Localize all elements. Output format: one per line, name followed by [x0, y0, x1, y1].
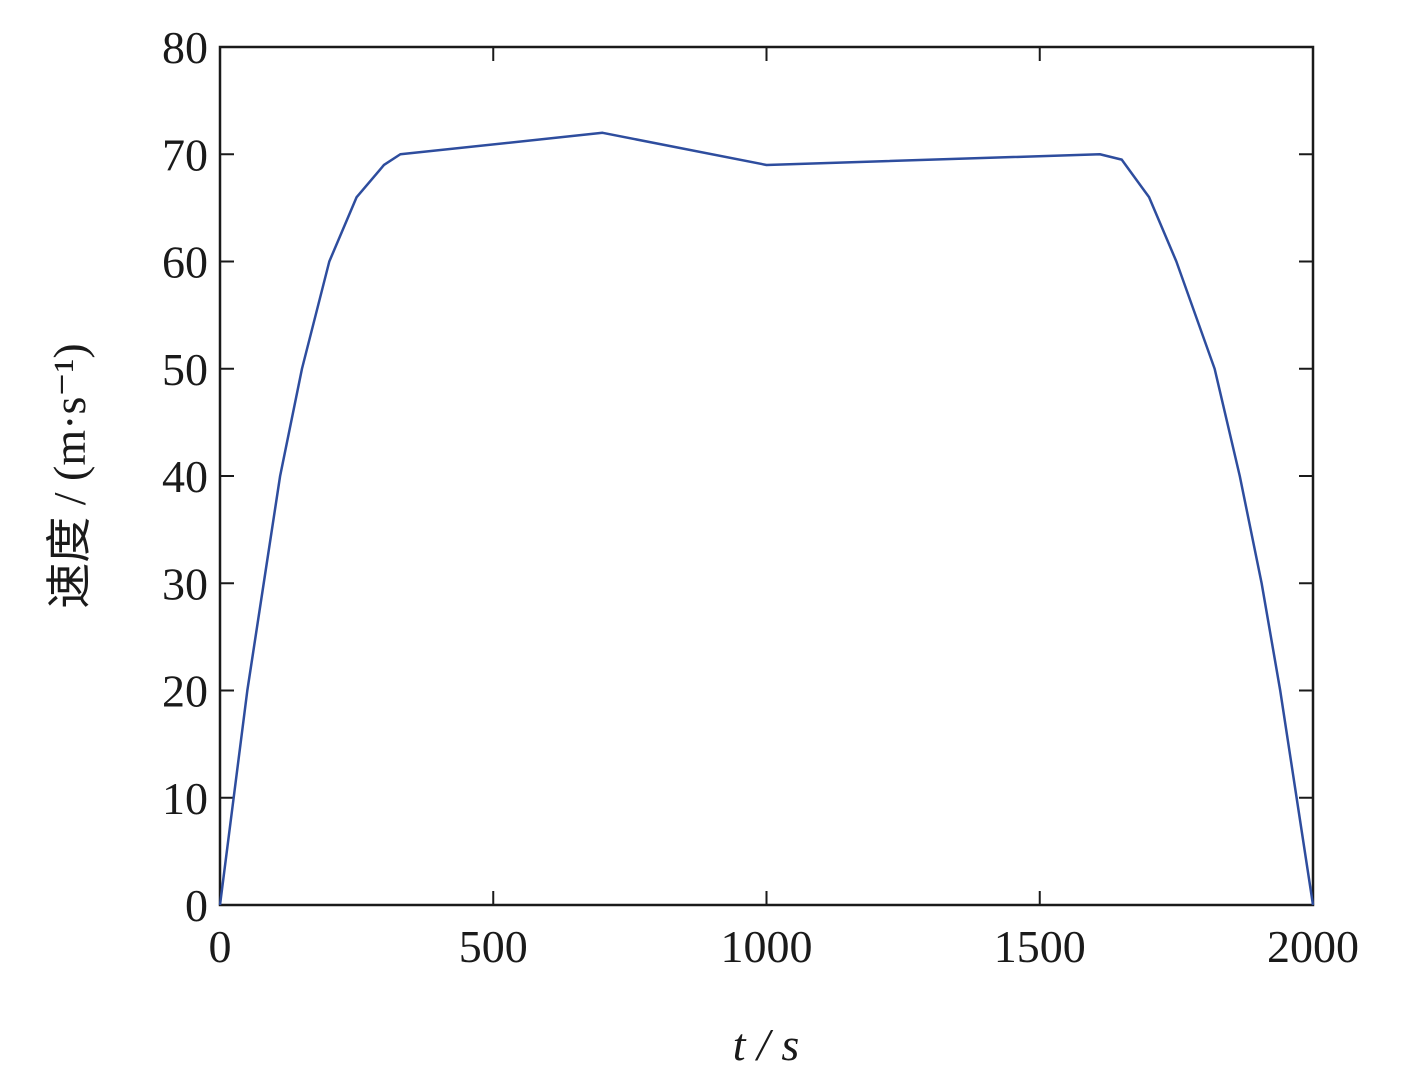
- x-tick-label: 2000: [1267, 921, 1359, 972]
- data-line: [218, 131, 1315, 906]
- y-tick-label: 30: [162, 558, 208, 609]
- x-tick-label: 0: [209, 921, 232, 972]
- y-tick-label: 40: [162, 451, 208, 502]
- x-axis-label: t / s: [733, 1019, 799, 1070]
- y-tick-label: 80: [162, 22, 208, 73]
- y-tick-label: 10: [162, 773, 208, 824]
- y-tick-label: 50: [162, 344, 208, 395]
- plot-frame: [218, 45, 1315, 907]
- y-tick-label: 20: [162, 666, 208, 717]
- y-tick-label: 0: [185, 880, 208, 931]
- y-tick-label: 70: [162, 129, 208, 180]
- x-tick-label: 1500: [994, 921, 1086, 972]
- x-tick-label: 1000: [721, 921, 813, 972]
- y-axis-label: 速度 / (m·s⁻¹): [44, 343, 95, 609]
- y-tick-label: 60: [162, 237, 208, 288]
- x-tick-label: 500: [459, 921, 528, 972]
